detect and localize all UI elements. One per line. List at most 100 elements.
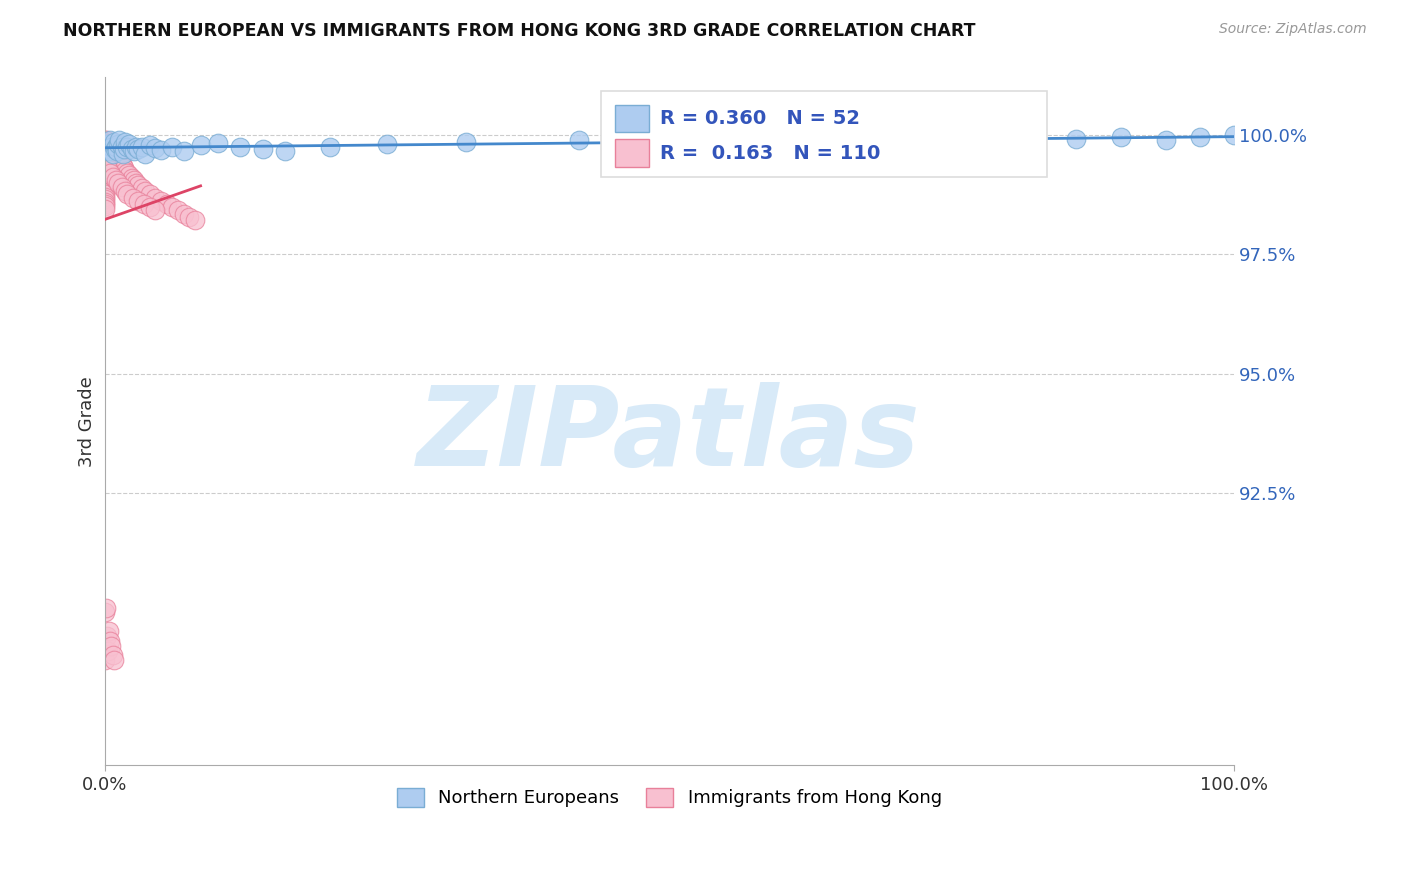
- Point: [93, 170, 115, 185]
- Point: [93, 192, 115, 206]
- Point: [98, 149, 121, 163]
- Point: [110, 156, 132, 170]
- Point: [107, 137, 129, 152]
- Point: [93, 154, 115, 169]
- Point: [93, 146, 115, 161]
- Point: [103, 149, 125, 163]
- Point: [98, 145, 121, 160]
- Point: [93, 183, 115, 197]
- Point: [127, 194, 149, 208]
- Point: [96, 142, 118, 156]
- Point: [97, 162, 120, 177]
- Point: [104, 152, 127, 166]
- Point: [319, 139, 342, 153]
- Point: [110, 139, 132, 153]
- Point: [96, 145, 118, 159]
- Point: [93, 653, 115, 667]
- Point: [96, 141, 118, 155]
- Point: [793, 131, 815, 145]
- Point: [96, 629, 118, 643]
- Point: [103, 653, 125, 667]
- Point: [274, 145, 297, 159]
- Point: [93, 166, 115, 180]
- Point: [105, 145, 128, 159]
- Point: [93, 187, 115, 202]
- Point: [108, 132, 131, 146]
- Point: [184, 212, 207, 227]
- Point: [93, 145, 115, 159]
- Point: [98, 148, 121, 162]
- Point: [748, 135, 770, 149]
- Point: [93, 606, 115, 620]
- Text: R = 0.360   N = 52: R = 0.360 N = 52: [661, 109, 860, 128]
- Point: [101, 148, 124, 162]
- Point: [110, 157, 132, 171]
- Point: [93, 176, 115, 190]
- Point: [252, 142, 274, 156]
- Point: [98, 141, 121, 155]
- Point: [94, 133, 117, 147]
- Point: [156, 197, 179, 211]
- Point: [162, 200, 184, 214]
- Point: [96, 148, 118, 162]
- Point: [93, 194, 115, 209]
- Point: [93, 161, 115, 176]
- Point: [97, 143, 120, 157]
- Point: [93, 178, 115, 192]
- Point: [97, 643, 120, 657]
- Point: [98, 634, 121, 648]
- Point: [100, 639, 122, 653]
- Point: [127, 142, 149, 156]
- Point: [100, 139, 122, 153]
- Point: [1188, 130, 1211, 145]
- Point: [104, 148, 127, 162]
- Point: [1019, 133, 1042, 147]
- Legend: Northern Europeans, Immigrants from Hong Kong: Northern Europeans, Immigrants from Hong…: [389, 780, 949, 814]
- Point: [101, 146, 124, 161]
- Point: [568, 133, 591, 147]
- Point: [1064, 131, 1087, 145]
- Point: [108, 154, 131, 169]
- Point: [101, 648, 124, 663]
- Point: [658, 132, 681, 146]
- Y-axis label: 3rd Grade: 3rd Grade: [79, 376, 96, 467]
- Point: [111, 159, 134, 173]
- Point: [179, 210, 201, 224]
- Point: [134, 146, 156, 161]
- Point: [454, 135, 477, 149]
- Point: [94, 136, 117, 151]
- Point: [131, 139, 153, 153]
- Point: [96, 137, 118, 152]
- Point: [93, 190, 115, 204]
- Point: [93, 159, 115, 173]
- Point: [104, 173, 127, 187]
- Point: [93, 173, 115, 187]
- Point: [94, 142, 117, 156]
- Point: [121, 191, 143, 205]
- Point: [101, 145, 124, 159]
- Point: [107, 155, 129, 169]
- Point: [112, 142, 135, 156]
- Point: [93, 197, 115, 211]
- Point: [115, 166, 138, 180]
- Point: [131, 181, 153, 195]
- Bar: [614, 139, 648, 167]
- Point: [93, 202, 115, 216]
- Point: [93, 156, 115, 170]
- Text: Source: ZipAtlas.com: Source: ZipAtlas.com: [1219, 22, 1367, 37]
- Point: [139, 187, 162, 202]
- Text: R =  0.163   N = 110: R = 0.163 N = 110: [661, 144, 880, 162]
- Point: [107, 177, 129, 191]
- Point: [93, 142, 115, 156]
- Point: [112, 161, 135, 176]
- Point: [145, 141, 167, 155]
- Point: [1109, 130, 1132, 145]
- Point: [94, 155, 117, 169]
- Point: [94, 139, 117, 153]
- Point: [94, 600, 117, 615]
- Point: [121, 170, 143, 185]
- Point: [139, 200, 162, 214]
- Point: [98, 132, 121, 146]
- Text: ZIPatlas: ZIPatlas: [418, 382, 921, 489]
- Point: [114, 184, 136, 198]
